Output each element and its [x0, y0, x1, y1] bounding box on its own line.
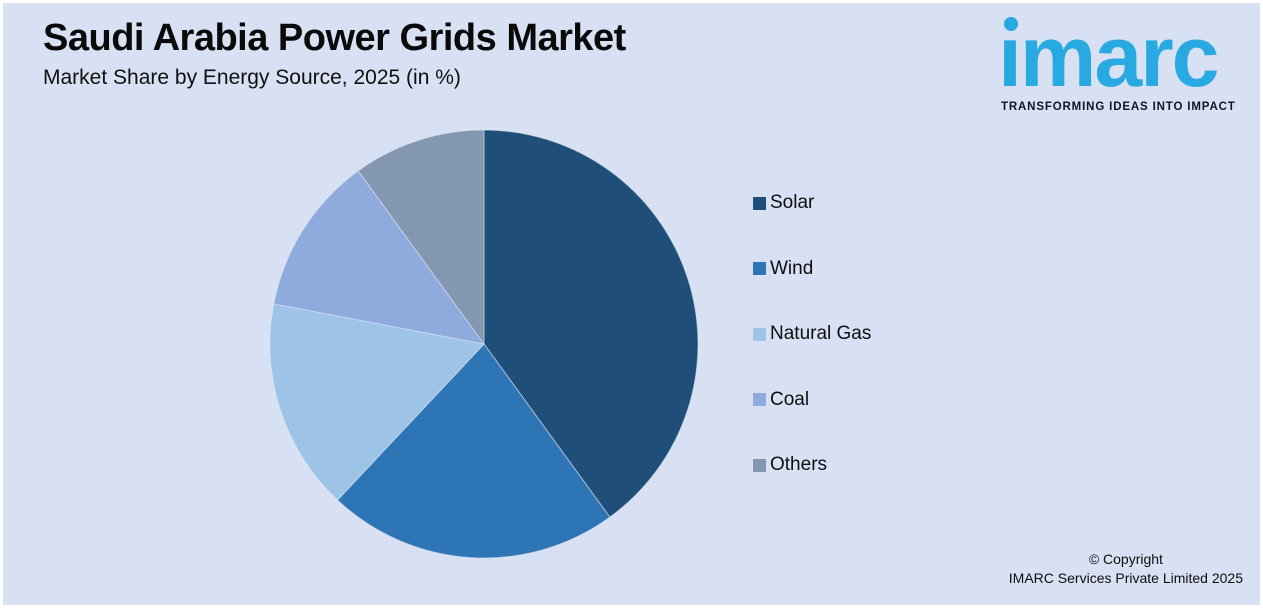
pie-slice-natural-gas [269, 303, 485, 501]
copyright-line1: © Copyright [1088, 551, 1163, 567]
pie-slice-others [357, 129, 485, 345]
page-title: Saudi Arabia Power Grids Market [43, 17, 626, 59]
legend-label: Wind [770, 257, 814, 279]
legend-label: Others [770, 454, 828, 475]
logo-brand-text: ımarc [998, 9, 1220, 105]
logo-tagline: TRANSFORMING IDEAS INTO IMPACT [1001, 101, 1236, 114]
pie-slice-wind [337, 343, 611, 559]
legend-item-others: Others [753, 454, 871, 476]
pie-slice-coal [273, 170, 485, 345]
imarc-logo: ımarc TRANSFORMING IDEAS INTO IMPACT [998, 11, 1246, 113]
legend-item-natural-gas: Natural Gas [753, 323, 871, 345]
legend-swatch-solar-icon [753, 196, 766, 210]
legend-swatch-others-icon [753, 458, 766, 472]
chart-legend: Solar Wind Natural Gas Coal Others [753, 192, 871, 476]
pie-chart [269, 129, 699, 559]
legend-swatch-wind-icon [753, 262, 766, 275]
legend-swatch-coal-icon [753, 393, 766, 406]
legend-item-wind: Wind [753, 258, 871, 280]
legend-item-coal: Coal [753, 389, 871, 411]
copyright: © Copyright IMARC Services Private Limit… [1009, 550, 1243, 588]
legend-swatch-natural-gas-icon [753, 327, 766, 341]
legend-label: Natural Gas [770, 323, 872, 344]
chart-subtitle: Market Share by Energy Source, 2025 (in … [43, 66, 461, 89]
copyright-line2: IMARC Services Private Limited 2025 [1008, 570, 1243, 586]
pie-slice-solar [483, 129, 699, 518]
legend-item-solar: Solar [753, 192, 871, 214]
header: Saudi Arabia Power Grids Market Market S… [43, 15, 626, 91]
legend-label: Coal [770, 388, 810, 410]
logo-i-dot-icon [1004, 17, 1018, 31]
legend-label: Solar [770, 192, 815, 213]
